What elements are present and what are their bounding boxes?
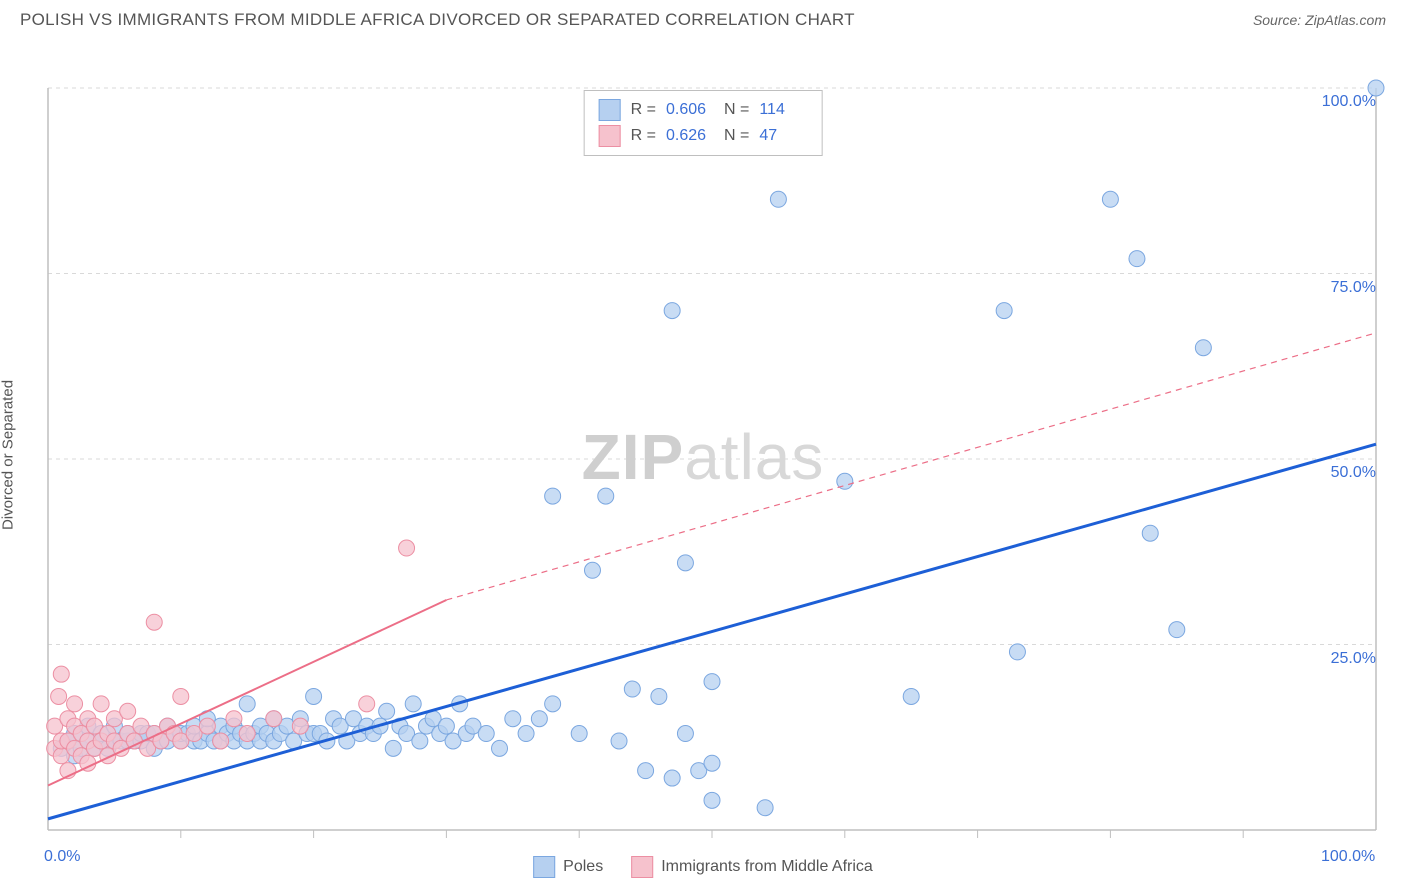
y-tick-label: 100.0% [1322,93,1376,111]
chart-title: POLISH VS IMMIGRANTS FROM MIDDLE AFRICA … [20,10,855,30]
legend-swatch [599,99,621,121]
series-legend: Poles Immigrants from Middle Africa [533,856,873,878]
source-attribution: Source: ZipAtlas.com [1253,12,1386,28]
legend-swatch [533,856,555,878]
x-axis-max-label: 100.0% [1321,848,1375,866]
x-axis-min-label: 0.0% [44,848,80,866]
y-tick-label: 25.0% [1331,650,1376,668]
legend-item: Immigrants from Middle Africa [631,856,873,878]
legend-swatch [599,125,621,147]
legend-swatch [631,856,653,878]
scatter-chart: Divorced or Separated ZIPatlas R =0.606 … [0,30,1406,880]
y-tick-label: 50.0% [1331,464,1376,482]
chart-header: POLISH VS IMMIGRANTS FROM MIDDLE AFRICA … [0,0,1406,30]
legend-stat-row: R =0.606 N =114 [599,97,808,123]
correlation-legend: R =0.606 N =114 R =0.626 N =47 [584,90,823,156]
y-tick-label: 75.0% [1331,279,1376,297]
y-axis-label: Divorced or Separated [0,380,17,530]
plot-area [0,30,1406,880]
legend-stat-row: R =0.626 N =47 [599,123,808,149]
legend-item: Poles [533,856,603,878]
